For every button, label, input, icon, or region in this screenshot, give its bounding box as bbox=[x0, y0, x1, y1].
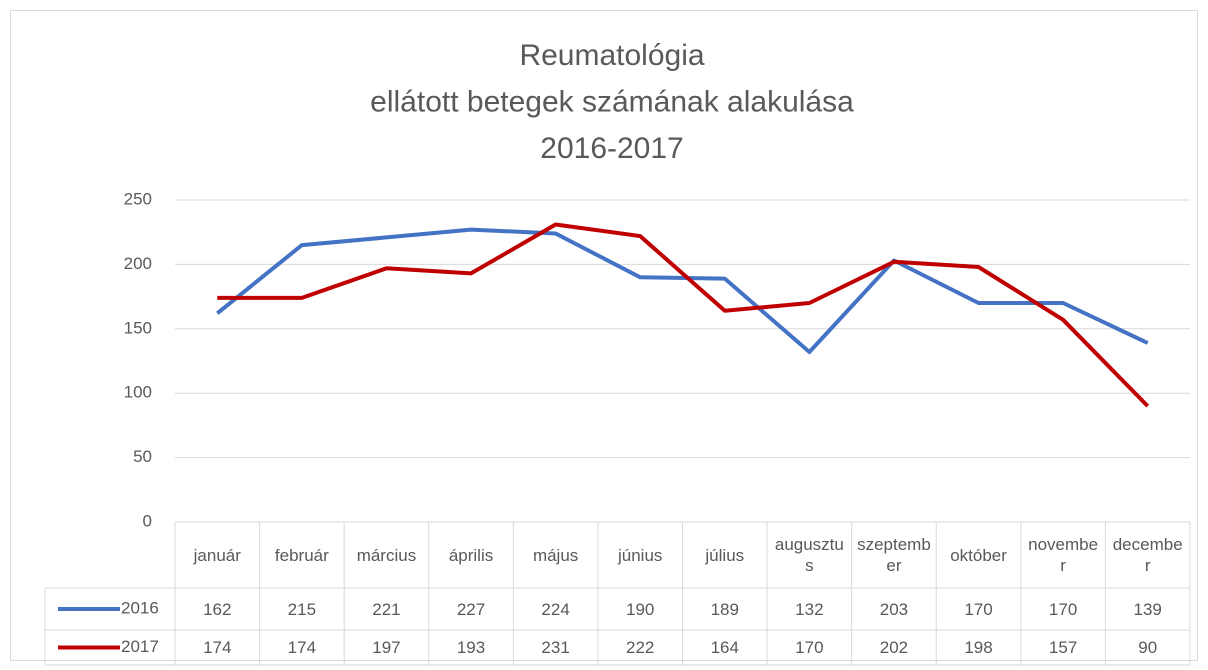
table-value: 162 bbox=[203, 599, 232, 619]
x-tick-label: november bbox=[1028, 535, 1099, 575]
chart-title: ellátott betegek számának alakulása bbox=[370, 85, 854, 118]
x-tick-label: március bbox=[356, 545, 417, 565]
table-value: 203 bbox=[879, 599, 909, 619]
x-tick-label: december bbox=[1112, 535, 1183, 575]
y-tick-label: 150 bbox=[124, 318, 152, 337]
series-line bbox=[217, 222, 1150, 408]
table-value: 193 bbox=[456, 638, 486, 657]
table-value: 190 bbox=[626, 599, 655, 619]
table-value: 215 bbox=[287, 599, 317, 619]
y-tick-label: 100 bbox=[124, 383, 152, 402]
chart-border bbox=[10, 10, 1198, 661]
table-value: 90 bbox=[1138, 638, 1158, 657]
table-value: 224 bbox=[541, 599, 570, 619]
chart-title: Reumatológia bbox=[519, 39, 704, 72]
y-tick-label: 250 bbox=[124, 189, 152, 208]
legend-label: 2016 bbox=[121, 598, 159, 617]
x-tick-label: július bbox=[705, 545, 745, 565]
x-tick-label: szeptember bbox=[857, 535, 931, 575]
y-tick-label: 50 bbox=[133, 447, 152, 466]
table-value: 139 bbox=[1133, 599, 1162, 619]
table-value: 164 bbox=[710, 638, 739, 657]
table-value: 197 bbox=[372, 638, 401, 657]
x-tick-label: augusztus bbox=[774, 535, 844, 575]
x-tick-label: február bbox=[274, 545, 329, 565]
table-value: 170 bbox=[964, 599, 993, 619]
x-tick-label: október bbox=[950, 545, 1007, 565]
table-value: 132 bbox=[795, 599, 824, 619]
y-tick-label: 0 bbox=[143, 511, 152, 530]
legend-label: 2017 bbox=[121, 637, 159, 656]
table-value: 157 bbox=[1048, 638, 1078, 657]
table-value: 189 bbox=[710, 599, 739, 619]
table-value: 174 bbox=[287, 638, 317, 657]
table-value: 231 bbox=[541, 638, 570, 657]
table-value: 174 bbox=[203, 638, 232, 657]
x-tick-label: április bbox=[448, 545, 494, 565]
chart-title: 2016-2017 bbox=[540, 132, 683, 165]
table-value: 221 bbox=[372, 599, 401, 619]
series-line bbox=[216, 227, 1149, 354]
y-tick-label: 200 bbox=[124, 254, 152, 273]
table-value: 170 bbox=[1048, 599, 1078, 619]
table-value: 222 bbox=[626, 638, 655, 657]
x-tick-label: június bbox=[617, 545, 663, 565]
table-value: 198 bbox=[964, 638, 993, 657]
table-value: 202 bbox=[879, 638, 909, 657]
x-tick-label: január bbox=[193, 545, 241, 565]
table-value: 170 bbox=[795, 638, 824, 657]
x-tick-label: május bbox=[532, 545, 579, 565]
table-value: 227 bbox=[456, 599, 486, 619]
